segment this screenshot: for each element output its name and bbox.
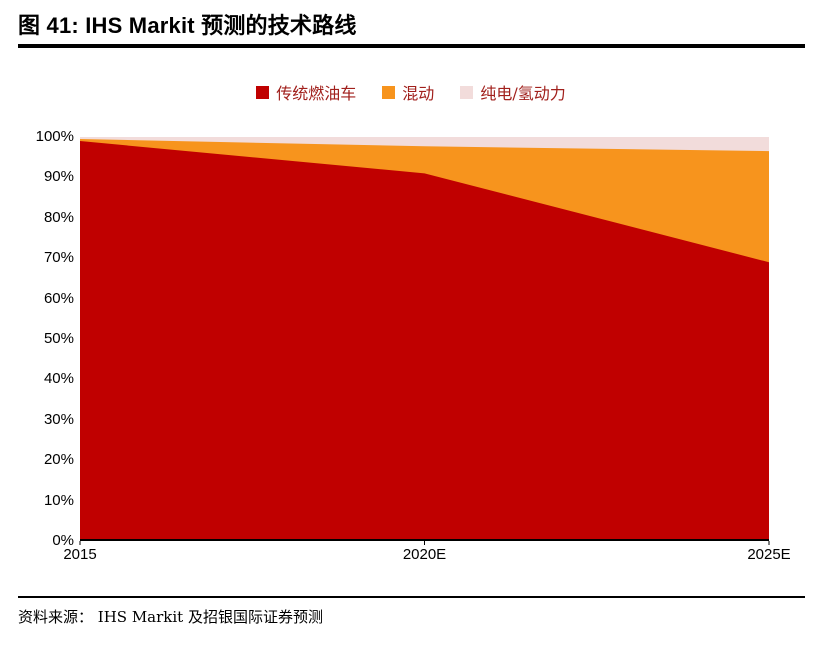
stacked-area-chart <box>79 137 770 545</box>
figure-title: 图 41: IHS Markit 预测的技术路线 <box>18 13 357 38</box>
legend-label: 传统燃油车 <box>276 84 357 103</box>
legend-swatch-icon <box>460 85 474 99</box>
legend-item-ev-hydrogen: 纯电/氢动力 <box>460 80 566 104</box>
y-tick-label: 100% <box>35 128 74 145</box>
plot-area <box>79 137 770 545</box>
source-divider <box>18 596 805 598</box>
y-tick-label: 90% <box>43 168 74 186</box>
y-tick-label: 50% <box>43 330 74 347</box>
source-note: 资料来源： IHS Markit 及招银国际证券预测 <box>18 608 323 626</box>
legend-label: 纯电/氢动力 <box>480 84 566 103</box>
y-tick-label: 30% <box>43 410 74 428</box>
legend-label: 混动 <box>402 84 435 103</box>
y-tick-label: 80% <box>43 208 74 226</box>
y-tick-label: 10% <box>43 491 74 509</box>
y-axis-labels: 0% 10% 20% 30% 40% 50% 60% 70% 80% 90% 100% <box>0 128 74 549</box>
x-tick-label: 2020E <box>402 546 447 563</box>
chart-legend: 传统燃油车 混动 纯电/氢动力 <box>0 80 822 104</box>
y-tick-label: 20% <box>43 451 74 469</box>
legend-item-ice: 传统燃油车 <box>256 80 356 104</box>
x-axis-labels: 2015 2020E 2025E <box>63 546 790 566</box>
area-series-0 <box>80 141 769 542</box>
x-tick-label: 2025E <box>747 546 791 563</box>
y-tick-label: 0% <box>52 532 74 549</box>
x-axis-line <box>80 539 769 541</box>
title-divider <box>18 44 805 48</box>
y-tick-label: 70% <box>43 249 74 267</box>
legend-item-hybrid: 混动 <box>382 80 434 104</box>
y-tick-label: 40% <box>43 370 74 388</box>
x-tick-label: 2015 <box>63 546 97 563</box>
legend-swatch-icon <box>382 85 396 99</box>
legend-swatch-icon <box>256 85 270 99</box>
y-tick-label: 60% <box>43 289 74 307</box>
